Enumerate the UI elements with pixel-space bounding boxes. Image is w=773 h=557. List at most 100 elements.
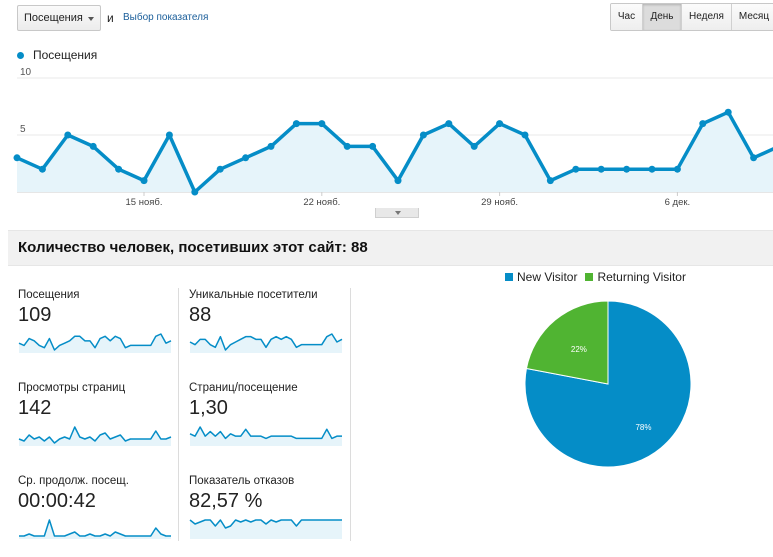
data-point[interactable] bbox=[89, 142, 97, 150]
metric-select-label: Посещения bbox=[24, 12, 83, 24]
pick-metric-link[interactable]: Выбор показателя bbox=[123, 12, 209, 23]
sparkline bbox=[18, 333, 172, 353]
metric-value: 1,30 bbox=[189, 397, 228, 419]
column-divider bbox=[350, 288, 351, 541]
metric-label: Посещения bbox=[18, 289, 80, 301]
data-point[interactable] bbox=[597, 165, 605, 173]
data-point[interactable] bbox=[521, 131, 529, 139]
chevron-down-icon bbox=[88, 17, 94, 21]
x-tick-label: 22 нояб. bbox=[303, 197, 340, 208]
metric-card-pages-per-visit[interactable]: Страниц/посещение 1,30 bbox=[189, 382, 349, 464]
period-switcher: Час День Неделя Месяц bbox=[610, 3, 773, 31]
sparkline-line bbox=[18, 426, 172, 444]
returning-visitor-swatch-icon bbox=[585, 273, 594, 281]
new-visitor-swatch-icon bbox=[505, 273, 513, 281]
data-point[interactable] bbox=[496, 120, 504, 128]
pie-legend-returning[interactable]: Returning Visitor bbox=[585, 270, 686, 284]
sparkline-area bbox=[19, 427, 171, 446]
metric-label: Просмотры страниц bbox=[18, 382, 126, 394]
data-point[interactable] bbox=[267, 142, 275, 150]
x-tick-label: 15 нояб. bbox=[126, 197, 163, 208]
data-point[interactable] bbox=[394, 177, 402, 185]
x-tick-label: 29 нояб. bbox=[481, 197, 518, 208]
sparkline bbox=[19, 519, 171, 539]
data-point[interactable] bbox=[38, 165, 46, 173]
chart-legend: Посещения bbox=[17, 48, 97, 62]
sparkline-area bbox=[190, 520, 342, 539]
pie-slice-label: 22% bbox=[571, 345, 587, 354]
data-point[interactable] bbox=[648, 165, 656, 173]
pie-slice-returning-visitor[interactable] bbox=[525, 300, 609, 385]
metric-card-pageviews[interactable]: Просмотры страниц 142 bbox=[18, 382, 178, 464]
data-point[interactable] bbox=[165, 131, 173, 139]
y-tick-label: 10 bbox=[20, 67, 32, 78]
data-point[interactable] bbox=[445, 120, 453, 128]
visits-line-chart: 10 5 15 нояб. 22 нояб. 29 нояб. 6 дек. bbox=[13, 67, 773, 208]
summary-title: Количество человек, посетивших этот сайт… bbox=[18, 239, 368, 256]
pie-slice-label: 78% bbox=[635, 423, 651, 432]
period-day-button[interactable]: День bbox=[642, 4, 681, 30]
pie-legend-new[interactable]: New Visitor bbox=[505, 270, 577, 284]
metric-value: 00:00:42 bbox=[18, 490, 96, 512]
metric-label: Показатель отказов bbox=[189, 475, 295, 487]
data-point[interactable] bbox=[216, 165, 224, 173]
data-point[interactable] bbox=[750, 154, 758, 162]
data-point[interactable] bbox=[623, 165, 631, 173]
sparkline-line bbox=[189, 519, 342, 529]
metric-value: 88 bbox=[189, 304, 212, 326]
sparkline-line bbox=[18, 333, 172, 351]
period-month-button[interactable]: Месяц bbox=[731, 4, 773, 30]
data-point[interactable] bbox=[292, 120, 300, 128]
chevron-down-icon bbox=[395, 211, 401, 215]
metric-label: Страниц/посещение bbox=[189, 382, 298, 394]
x-tick-label: 6 дек. bbox=[665, 197, 691, 208]
period-week-button[interactable]: Неделя bbox=[681, 4, 731, 30]
data-point[interactable] bbox=[369, 142, 377, 150]
data-point[interactable] bbox=[546, 177, 554, 185]
sparkline-area bbox=[19, 334, 171, 353]
sparkline-line bbox=[189, 333, 343, 351]
series-dot-icon bbox=[17, 51, 24, 59]
y-tick-label: 5 bbox=[20, 124, 26, 135]
pie-legend: New Visitor Returning Visitor bbox=[505, 270, 694, 284]
data-point[interactable] bbox=[673, 165, 681, 173]
metric-card-unique-visitors[interactable]: Уникальные посетители 88 bbox=[189, 289, 349, 371]
sparkline-area bbox=[190, 334, 342, 353]
visits-area bbox=[17, 112, 773, 192]
data-point[interactable] bbox=[343, 142, 351, 150]
data-point[interactable] bbox=[419, 131, 427, 139]
metric-card-visits[interactable]: Посещения 109 bbox=[18, 289, 178, 371]
metric-label: Ср. продолж. посещ. bbox=[18, 475, 129, 487]
data-point[interactable] bbox=[115, 165, 123, 173]
data-point[interactable] bbox=[699, 120, 707, 128]
and-text: и bbox=[107, 11, 114, 25]
sparkline bbox=[189, 333, 343, 353]
data-point[interactable] bbox=[140, 177, 148, 185]
sparkline-area bbox=[190, 427, 342, 446]
summary-bar: Количество человек, посетивших этот сайт… bbox=[8, 230, 773, 266]
chart-legend-label: Посещения bbox=[33, 48, 98, 62]
data-point[interactable] bbox=[64, 131, 72, 139]
metric-card-avg-duration[interactable]: Ср. продолж. посещ. 00:00:42 bbox=[18, 475, 178, 557]
data-point[interactable] bbox=[724, 108, 732, 116]
data-point[interactable] bbox=[318, 120, 326, 128]
period-hour-button[interactable]: Час bbox=[611, 4, 642, 30]
sparkline-line bbox=[19, 519, 171, 537]
data-point[interactable] bbox=[13, 154, 21, 162]
metric-value: 109 bbox=[18, 304, 52, 326]
data-point[interactable] bbox=[572, 165, 580, 173]
sparkline-area bbox=[19, 520, 171, 539]
metric-value: 142 bbox=[18, 397, 52, 419]
data-point[interactable] bbox=[470, 142, 478, 150]
metric-label: Уникальные посетители bbox=[189, 289, 318, 301]
data-point[interactable] bbox=[191, 188, 199, 196]
data-point[interactable] bbox=[242, 154, 250, 162]
sparkline-line bbox=[189, 426, 342, 440]
sparkline bbox=[18, 426, 172, 446]
collapse-chart-toggle[interactable] bbox=[375, 208, 419, 218]
metric-value: 82,57 % bbox=[189, 490, 263, 512]
metric-card-bounce-rate[interactable]: Показатель отказов 82,57 % bbox=[189, 475, 349, 557]
pie-legend-label: New Visitor bbox=[517, 270, 578, 284]
pie-slice-new-visitor[interactable] bbox=[524, 300, 692, 468]
metric-select[interactable]: Посещения bbox=[17, 5, 101, 31]
